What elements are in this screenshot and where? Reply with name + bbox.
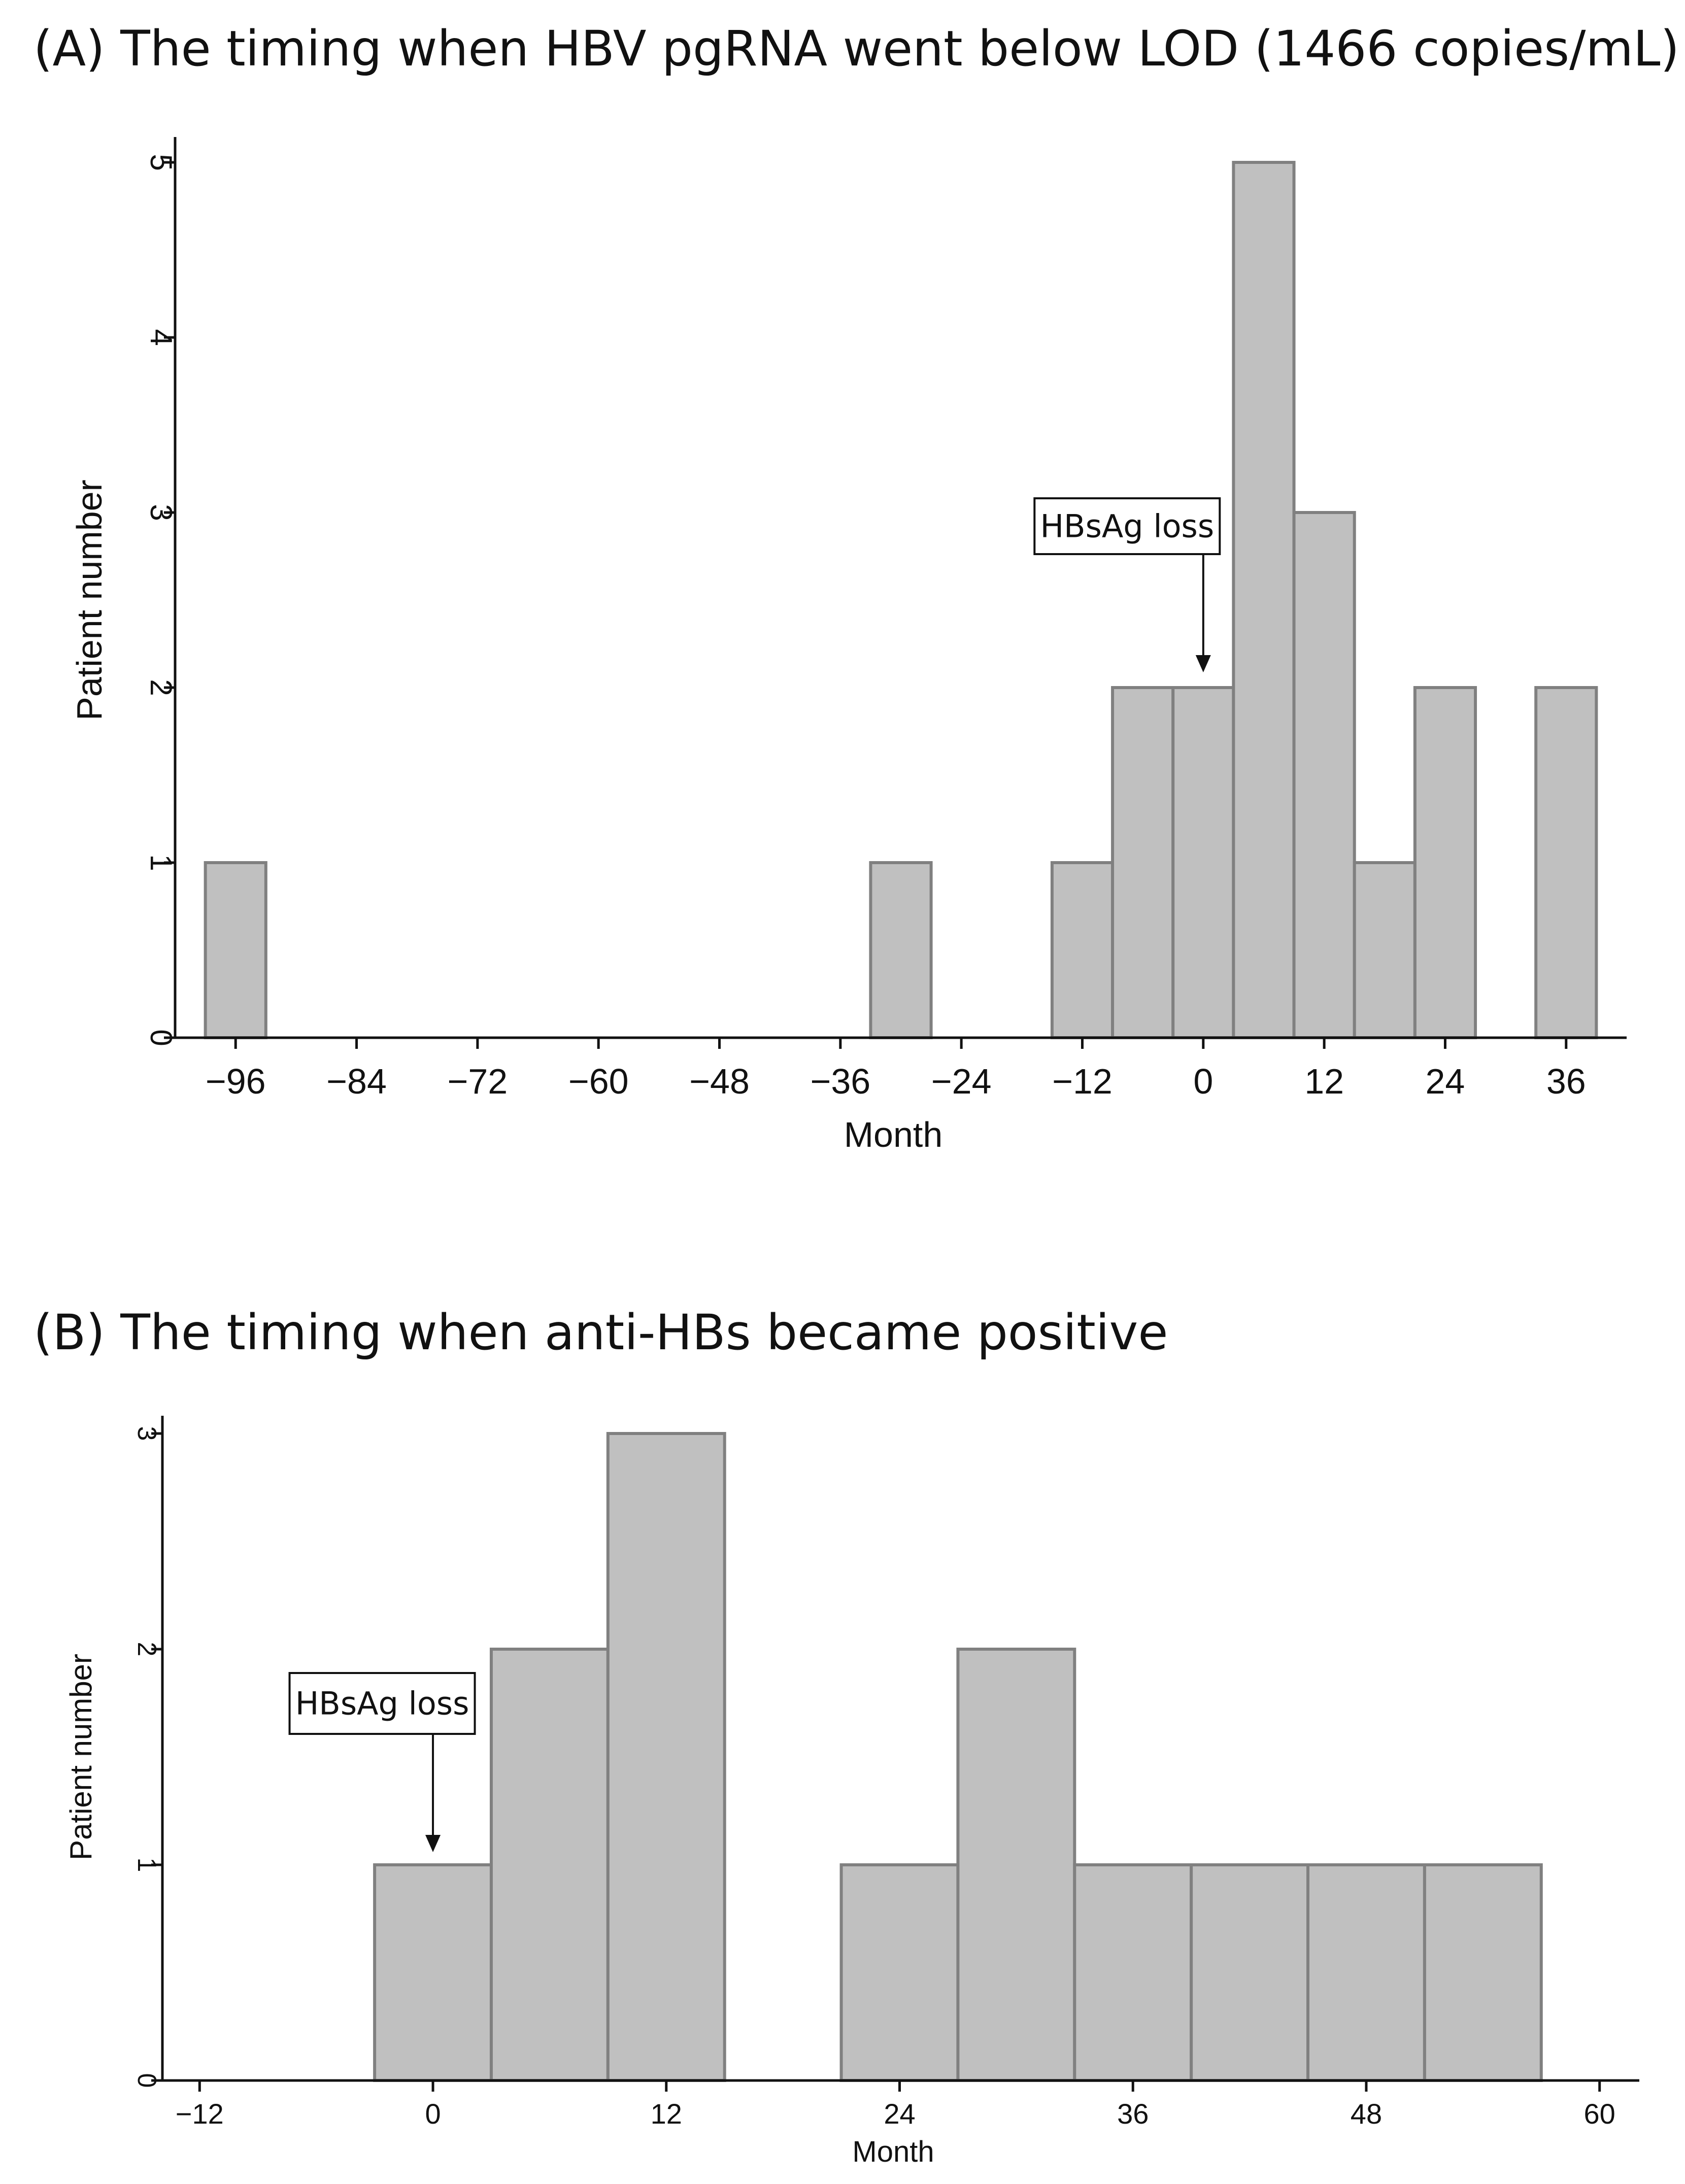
y-tick-label: 2 xyxy=(144,679,178,696)
y-tick-label: 1 xyxy=(144,854,178,871)
y-tick-label: 4 xyxy=(144,329,178,346)
chart-a-title: (A) The timing when HBV pgRNA went below… xyxy=(33,20,1679,77)
x-tick-label: −24 xyxy=(931,1062,992,1101)
x-tick-label: 48 xyxy=(1351,2098,1382,2130)
y-tick-label: 5 xyxy=(144,154,178,170)
x-tick-label: −36 xyxy=(810,1062,870,1101)
annotation-arrow-head-icon xyxy=(425,1835,441,1852)
histogram-bar xyxy=(1292,511,1356,1039)
x-tick-label: −12 xyxy=(1052,1062,1113,1101)
y-tick-label: 0 xyxy=(132,2073,161,2088)
x-tick-label: −60 xyxy=(568,1062,629,1101)
histogram-bar xyxy=(1353,861,1417,1039)
x-tick-label: 12 xyxy=(651,2098,682,2130)
x-tick-label: 24 xyxy=(1426,1062,1465,1101)
annotation-label: HBsAg loss xyxy=(295,1685,469,1722)
y-tick-label: 0 xyxy=(144,1029,178,1046)
y-tick-label: 1 xyxy=(132,1858,161,1872)
y-tick-label: 2 xyxy=(132,1642,161,1657)
annotation-box xyxy=(288,1672,476,1735)
histogram-bar xyxy=(489,1648,610,2082)
annotation-label: HBsAg loss xyxy=(1040,508,1214,545)
x-tick-label: −96 xyxy=(206,1062,266,1101)
histogram-bar xyxy=(1306,1863,1426,2082)
chart-b-title: (B) The timing when anti-HBs became posi… xyxy=(33,1304,1168,1361)
histogram-bar xyxy=(373,1863,493,2082)
x-tick-label: 60 xyxy=(1584,2098,1615,2130)
chart-a: −96 −84 −72 −60 −48 −36 −24 −12 0 12 24 36012345Mon… xyxy=(70,137,1627,1154)
y-axis-title: Patient number xyxy=(64,1654,98,1860)
x-axis-title: Month xyxy=(852,2135,934,2168)
y-tick-label: 3 xyxy=(132,1426,161,1441)
annotation-arrow-head-icon xyxy=(1195,655,1211,672)
x-tick-label: 36 xyxy=(1546,1062,1586,1101)
histogram-bar xyxy=(956,1648,1076,2082)
x-tick-label: 24 xyxy=(884,2098,915,2130)
x-tick-label: −84 xyxy=(326,1062,387,1101)
x-tick-label: −48 xyxy=(689,1062,750,1101)
y-tick-label: 3 xyxy=(144,504,178,521)
x-tick-label: 36 xyxy=(1117,2098,1149,2130)
histogram-bar xyxy=(1190,1863,1310,2082)
x-tick-label: 12 xyxy=(1304,1062,1344,1101)
x-axis-title: Month xyxy=(844,1115,943,1154)
annotation-box xyxy=(1033,497,1221,555)
x-tick-label: 0 xyxy=(1193,1062,1213,1101)
x-tick-label: 0 xyxy=(425,2098,441,2130)
histogram-bar xyxy=(1050,861,1115,1039)
histogram-bar xyxy=(839,1863,960,2082)
x-tick-label: −72 xyxy=(447,1062,508,1101)
histogram-bar xyxy=(1073,1863,1193,2082)
x-tick-label: −12 xyxy=(176,2098,224,2130)
histogram-bar xyxy=(1423,1863,1543,2082)
histogram-bar xyxy=(869,861,933,1039)
histogram-bar xyxy=(1413,686,1477,1039)
y-axis-title: Patient number xyxy=(70,480,109,721)
histogram-bar xyxy=(204,861,267,1039)
histogram-bar xyxy=(1534,686,1598,1039)
histogram-bar xyxy=(606,1432,726,2082)
